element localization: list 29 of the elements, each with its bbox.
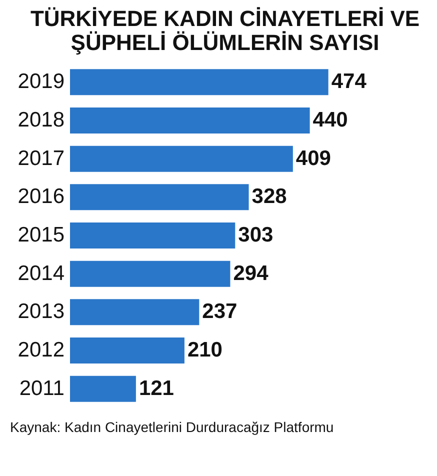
y-tick-label: 2018 — [18, 108, 64, 132]
data-label: 237 — [202, 300, 238, 324]
bar — [70, 146, 293, 172]
y-tick-label: 2017 — [18, 146, 64, 170]
bar — [70, 376, 136, 402]
y-tick-label: 2019 — [18, 70, 64, 94]
bar — [70, 222, 236, 248]
bar — [70, 69, 328, 96]
y-tick-label: 2016 — [18, 185, 64, 208]
data-label: 328 — [252, 185, 288, 208]
bar — [70, 299, 200, 326]
data-label: 409 — [296, 146, 331, 170]
data-label: 121 — [138, 376, 174, 400]
bar — [70, 108, 310, 134]
data-label: 303 — [238, 224, 274, 246]
data-label: 474 — [331, 70, 367, 94]
data-label: 440 — [312, 108, 348, 132]
y-tick-label: 2013 — [18, 300, 64, 324]
y-tick-label: 2014 — [18, 262, 65, 285]
text: Kaynak: Kadın Cinayetlerini Durduracağız Platformu — [10, 419, 334, 435]
bar — [70, 184, 249, 210]
bar — [70, 260, 230, 287]
data-label: 210 — [187, 338, 222, 362]
y-tick-label: 2012 — [18, 338, 64, 362]
data-label: 294 — [233, 262, 269, 285]
y-tick-label: 2015 — [18, 224, 64, 246]
chart-title: TÜRKİYEDE KADIN CİNAYETLERİ VE ŞÜPHELİ ÖLÜMLERİN SAYISI — [30, 6, 420, 55]
bar — [70, 338, 184, 364]
y-tick-label: 2011 — [19, 376, 64, 400]
